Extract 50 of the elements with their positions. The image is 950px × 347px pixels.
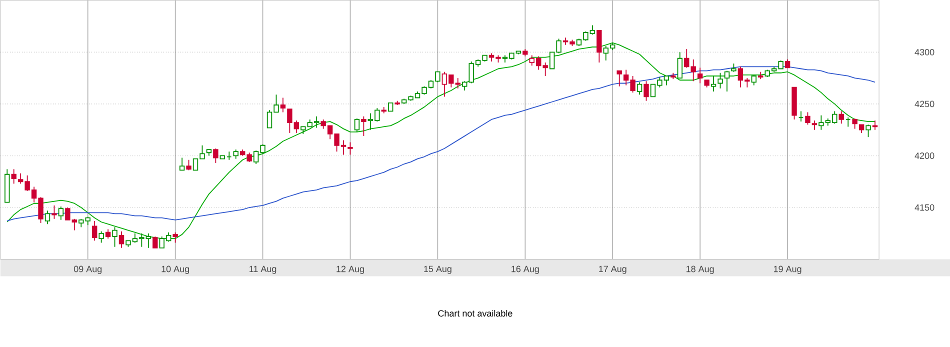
x-tick-label: 11 Aug	[250, 266, 276, 274]
x-tick-label: 18 Aug	[686, 266, 714, 274]
candlestick	[636, 82, 642, 95]
candlestick	[172, 232, 178, 244]
candlestick	[852, 118, 858, 130]
candlestick	[718, 72, 723, 89]
candlestick	[697, 67, 703, 84]
candlestick	[44, 210, 50, 224]
candlestick	[105, 228, 111, 239]
candlestick	[866, 124, 871, 138]
candlestick	[118, 230, 124, 248]
candlestick	[11, 168, 16, 184]
candlestick	[348, 142, 353, 156]
candlestick	[112, 226, 118, 248]
candlestick	[179, 157, 185, 171]
candlestick	[677, 52, 682, 78]
candlestick	[872, 120, 878, 130]
candlestick	[751, 74, 757, 86]
y-tick-label: 4250	[914, 100, 934, 108]
candlestick	[213, 148, 218, 164]
x-tick-label: 09 Aug	[74, 266, 102, 274]
x-tick-label: 10 Aug	[162, 266, 189, 274]
y-tick-label: 4150	[914, 204, 934, 211]
candlestick	[644, 80, 649, 102]
x-tick-label: 15 Aug	[424, 266, 452, 274]
candlestick	[616, 70, 622, 87]
candlestick	[186, 159, 192, 171]
candlestick	[684, 48, 690, 68]
candlestick	[152, 236, 158, 248]
y-tick-label: 4200	[914, 152, 934, 159]
x-tick-label: 17 Aug	[599, 266, 626, 274]
candlestick	[724, 70, 730, 92]
candlestick	[58, 206, 64, 220]
candlestick	[690, 58, 696, 82]
candlestick	[805, 112, 810, 125]
candlestick	[354, 118, 360, 132]
candlestick	[280, 97, 286, 113]
candlestick	[710, 75, 716, 92]
x-tick-label: 16 Aug	[512, 266, 539, 274]
x-tick-label: 12 Aug	[336, 266, 364, 274]
candlestick	[98, 230, 104, 244]
candlestick	[233, 148, 238, 160]
candlestick	[92, 220, 98, 241]
candlestick	[361, 116, 366, 136]
candlestick	[812, 120, 818, 130]
candlestick	[596, 30, 602, 63]
x-tick-label: 19 Aug	[774, 266, 802, 274]
candlestick	[838, 110, 844, 124]
text: Chart not available	[438, 310, 512, 316]
y-tick-label: 4300	[914, 48, 934, 56]
